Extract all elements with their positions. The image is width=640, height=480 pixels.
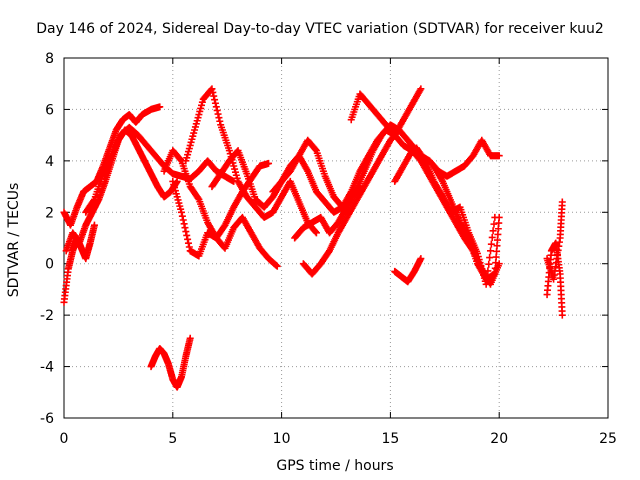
data-point-marker	[210, 92, 218, 100]
data-point-marker	[486, 254, 494, 262]
series-track-12	[299, 126, 403, 278]
data-point-marker	[312, 146, 320, 154]
data-point-marker	[178, 212, 186, 220]
chart-title: Day 146 of 2024, Sidereal Day-to-day VTE…	[36, 21, 604, 37]
x-axis-label: GPS time / hours	[276, 458, 393, 474]
data-point-marker	[213, 106, 221, 114]
data-point-marker	[495, 213, 503, 221]
data-point-marker	[394, 127, 402, 135]
x-tick-label: 0	[60, 431, 69, 447]
data-point-marker	[214, 110, 222, 118]
data-markers	[60, 85, 566, 391]
data-point-marker	[417, 85, 425, 93]
plot-frame	[63, 57, 609, 419]
data-point-marker	[194, 194, 202, 202]
series-track-17	[430, 162, 503, 283]
data-point-marker	[180, 220, 188, 228]
data-point-marker	[212, 103, 220, 111]
data-point-marker	[495, 260, 503, 268]
data-point-marker	[488, 233, 496, 241]
data-point-marker	[182, 228, 190, 236]
data-point-marker	[208, 85, 216, 93]
data-point-marker	[90, 221, 98, 229]
y-tick-label: 6	[45, 102, 54, 118]
data-point-marker	[177, 156, 185, 164]
data-point-marker	[211, 99, 219, 107]
data-point-marker	[489, 227, 497, 235]
y-tick-label: -6	[40, 411, 54, 427]
series-track-7	[169, 177, 281, 270]
data-point-marker	[490, 220, 498, 228]
data-point-marker	[90, 197, 98, 205]
series-track-14	[391, 147, 503, 288]
x-tick-label: 15	[381, 431, 399, 447]
axis-ticks: 0 5 10 15 20 25 -6 -4 -2 0 2 4 6 8	[40, 51, 617, 447]
data-point-marker	[181, 224, 189, 232]
data-point-marker	[486, 247, 494, 255]
data-point-marker	[495, 152, 503, 160]
data-point-marker	[184, 235, 192, 243]
data-point-marker	[265, 159, 273, 167]
data-point-marker	[216, 117, 224, 125]
y-tick-label: -2	[40, 308, 54, 324]
data-point-marker	[186, 334, 194, 342]
series-track-1	[60, 103, 164, 229]
series-track-9	[208, 147, 364, 216]
y-tick-label: 8	[45, 51, 54, 67]
series-track-2	[62, 126, 181, 255]
data-point-marker	[417, 255, 425, 263]
data-point-marker	[209, 88, 217, 96]
y-tick-label: 2	[45, 205, 54, 221]
data-point-marker	[312, 228, 320, 236]
series-track-15	[391, 255, 425, 286]
data-point-marker	[484, 267, 492, 275]
data-point-marker	[211, 96, 219, 104]
data-point-marker	[485, 260, 493, 268]
y-tick-label: 4	[45, 154, 54, 170]
data-point-marker	[183, 231, 191, 239]
y-axis-label: SDTVAR / TECUs	[6, 183, 22, 298]
data-point-marker	[179, 216, 187, 224]
data-point-marker	[487, 240, 495, 248]
data-point-marker	[156, 103, 164, 111]
series-track-6	[160, 147, 273, 242]
y-tick-label: 0	[45, 257, 54, 273]
data-point-marker	[273, 262, 281, 270]
x-tick-label: 5	[168, 431, 177, 447]
data-point-marker	[395, 126, 403, 134]
series-track-4	[82, 123, 238, 216]
data-point-marker	[215, 114, 223, 122]
data-point-marker	[558, 311, 566, 319]
y-tick-label: -4	[40, 360, 54, 376]
series-track-19	[543, 198, 566, 283]
x-tick-label: 25	[599, 431, 617, 447]
x-tick-label: 20	[490, 431, 508, 447]
data-point-marker	[312, 229, 320, 237]
series-track-5	[147, 334, 194, 391]
data-point-marker	[558, 198, 566, 206]
x-tick-label: 10	[273, 431, 291, 447]
series-track-3	[60, 221, 98, 306]
data-point-marker	[184, 239, 192, 247]
data-point-marker	[185, 243, 193, 251]
data-point-marker	[178, 208, 186, 216]
